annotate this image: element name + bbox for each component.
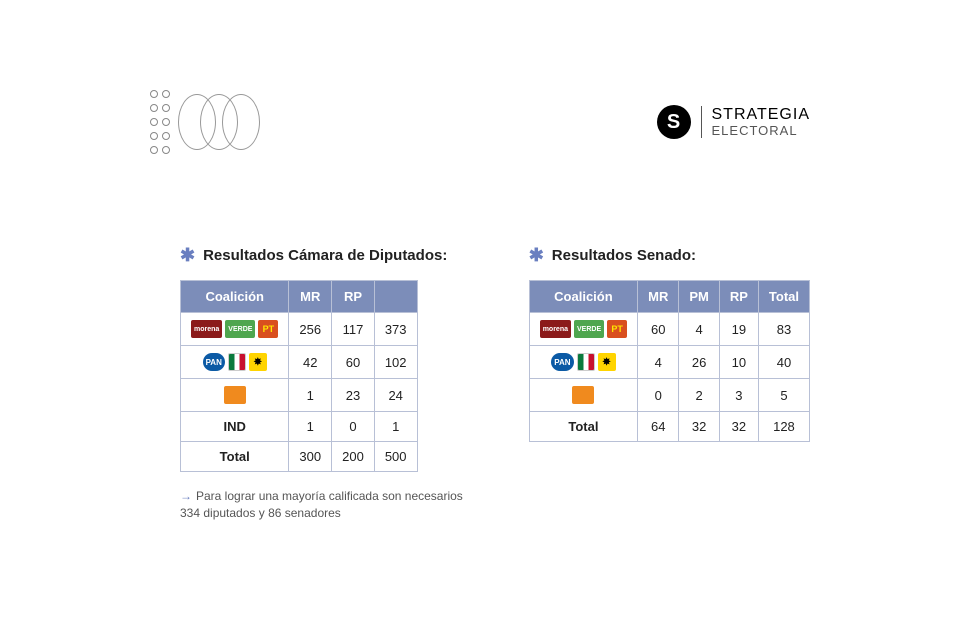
coalition-cell	[181, 379, 289, 412]
cell-tot: 24	[374, 379, 417, 412]
cell-pm: 4	[679, 313, 720, 346]
coalition-cell: IND	[181, 412, 289, 442]
total-label: Total	[220, 449, 250, 464]
coalition-cell: PAN ✸	[181, 346, 289, 379]
diputados-title: Resultados Cámara de Diputados:	[203, 247, 447, 264]
brand-line2: ELECTORAL	[712, 124, 811, 138]
total-label: Total	[568, 419, 598, 434]
section-senado: ✱ Resultados Senado: Coalición MR PM RP …	[529, 245, 810, 522]
morena-badge: morena	[191, 320, 222, 338]
table-row: morena VERDE PT 256 117 373	[181, 313, 418, 346]
cell-rp: 117	[332, 313, 375, 346]
cell-mr: 300	[289, 442, 332, 472]
coalition-cell	[529, 379, 637, 412]
col-mr: MR	[289, 281, 332, 313]
table-header-row: Coalición MR RP	[181, 281, 418, 313]
cell-tot: 40	[758, 346, 809, 379]
morena-badge: morena	[540, 320, 571, 338]
table-row-total: Total 64 32 32 128	[529, 412, 809, 442]
cell-tot: 500	[374, 442, 417, 472]
senado-table: Coalición MR PM RP Total morena VERDE PT…	[529, 280, 810, 442]
cell-tot: 1	[374, 412, 417, 442]
cell-rp: 32	[719, 412, 758, 442]
diputados-table: Coalición MR RP morena VERDE PT 256 117 …	[180, 280, 418, 472]
ind-label: IND	[224, 419, 246, 434]
cell-rp: 60	[332, 346, 375, 379]
mc-badge	[224, 386, 246, 404]
cell-rp: 19	[719, 313, 758, 346]
section-diputados: ✱ Resultados Cámara de Diputados: Coalic…	[180, 245, 469, 522]
prd-badge: ✸	[598, 353, 616, 371]
col-total: Total	[758, 281, 809, 313]
mc-badge	[572, 386, 594, 404]
cell-mr: 1	[289, 379, 332, 412]
cell-tot: 373	[374, 313, 417, 346]
table-row: morena VERDE PT 60 4 19 83	[529, 313, 809, 346]
cell-rp: 3	[719, 379, 758, 412]
burst-icon: ✱	[180, 245, 195, 266]
col-rp: RP	[332, 281, 375, 313]
table-row: 0 2 3 5	[529, 379, 809, 412]
footnote-text: Para lograr una mayoría calificada son n…	[180, 489, 463, 520]
coalition-cell: morena VERDE PT	[181, 313, 289, 346]
table-row-total: Total 300 200 500	[181, 442, 418, 472]
senado-title: Resultados Senado:	[552, 247, 696, 264]
table-row: 1 23 24	[181, 379, 418, 412]
cell-rp: 200	[332, 442, 375, 472]
cell-rp: 10	[719, 346, 758, 379]
pt-badge: PT	[258, 320, 278, 338]
cell-tot: 83	[758, 313, 809, 346]
cell-mr: 256	[289, 313, 332, 346]
table-header-row: Coalición MR PM RP Total	[529, 281, 809, 313]
cell-mr: 60	[638, 313, 679, 346]
cell-tot: 128	[758, 412, 809, 442]
col-total	[374, 281, 417, 313]
col-coalicion: Coalición	[181, 281, 289, 313]
brand-line1: STRATEGIA	[712, 106, 811, 124]
cell-mr: 0	[638, 379, 679, 412]
cell-rp: 23	[332, 379, 375, 412]
rings-icon	[178, 94, 268, 150]
cell-mr: 4	[638, 346, 679, 379]
coalition-cell: morena VERDE PT	[529, 313, 637, 346]
table-row: PAN ✸ 42 60 102	[181, 346, 418, 379]
dots-grid-icon	[150, 90, 170, 154]
table-row: PAN ✸ 4 26 10 40	[529, 346, 809, 379]
col-rp: RP	[719, 281, 758, 313]
verde-badge: VERDE	[225, 320, 255, 338]
col-coalicion: Coalición	[529, 281, 637, 313]
prd-badge: ✸	[249, 353, 267, 371]
pri-badge	[577, 353, 595, 371]
coalition-cell: Total	[529, 412, 637, 442]
brand-logo: S STRATEGIA ELECTORAL	[657, 105, 811, 139]
cell-mr: 42	[289, 346, 332, 379]
cell-pm: 2	[679, 379, 720, 412]
col-mr: MR	[638, 281, 679, 313]
footnote: →Para lograr una mayoría calificada son …	[180, 488, 469, 522]
coalition-cell: Total	[181, 442, 289, 472]
cell-tot: 5	[758, 379, 809, 412]
pan-badge: PAN	[551, 353, 573, 371]
decorative-logo-left	[150, 90, 268, 154]
burst-icon: ✱	[529, 245, 544, 266]
table-row: IND 1 0 1	[181, 412, 418, 442]
col-pm: PM	[679, 281, 720, 313]
pan-badge: PAN	[203, 353, 225, 371]
arrow-icon: →	[180, 489, 192, 503]
cell-mr: 64	[638, 412, 679, 442]
cell-mr: 1	[289, 412, 332, 442]
pri-badge	[228, 353, 246, 371]
brand-s-icon: S	[657, 105, 691, 139]
cell-pm: 32	[679, 412, 720, 442]
cell-pm: 26	[679, 346, 720, 379]
cell-rp: 0	[332, 412, 375, 442]
coalition-cell: PAN ✸	[529, 346, 637, 379]
cell-tot: 102	[374, 346, 417, 379]
verde-badge: VERDE	[574, 320, 604, 338]
pt-badge: PT	[607, 320, 627, 338]
